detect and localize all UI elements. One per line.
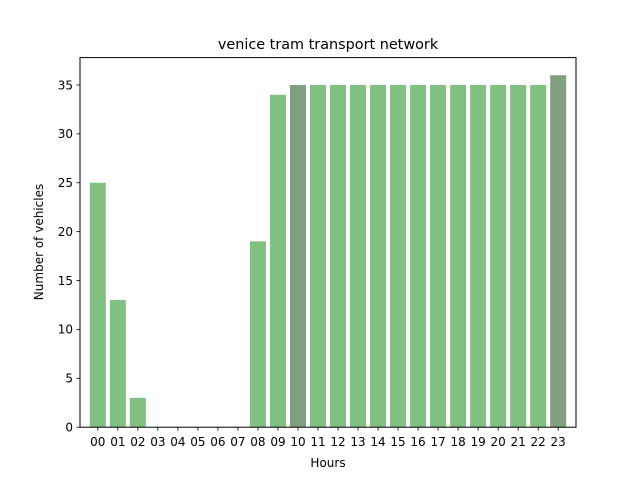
bar-08 [249,241,266,428]
bar-17 [430,84,447,428]
x-tick-label: 00 [90,435,105,449]
bar-21 [510,84,527,428]
bar-01 [109,300,126,428]
bar-20 [490,84,507,428]
y-tick-label: 20 [58,225,73,239]
x-tick-label: 21 [511,435,526,449]
plot-frame [79,57,577,428]
y-tick-label: 0 [65,421,73,435]
bar-15 [390,84,407,428]
x-tick-label: 13 [350,435,365,449]
y-axis: 0 5 10 15 20 25 30 35 [58,78,80,435]
x-tick-label: 05 [190,435,205,449]
bar-19 [470,84,487,428]
x-tick-label: 06 [210,435,225,449]
x-tick-label: 01 [110,435,125,449]
x-tick-label: 04 [170,435,185,449]
bar-02 [129,397,146,428]
bar-12 [330,84,347,428]
x-tick-label: 16 [410,435,425,449]
bar-13 [350,84,367,428]
bar-09 [269,94,286,428]
y-tick-label: 30 [58,127,73,141]
bar-23 [550,75,567,428]
x-tick-label: 22 [531,435,546,449]
x-tick-label: 10 [290,435,305,449]
bar-10 [289,84,306,428]
bars-group [89,75,567,428]
x-tick-label: 08 [250,435,265,449]
y-tick-label: 25 [58,176,73,190]
x-tick-label: 23 [551,435,566,449]
x-tick-label: 09 [270,435,285,449]
x-tick-label: 02 [130,435,145,449]
x-tick-label: 11 [310,435,325,449]
y-tick-label: 35 [58,78,73,92]
x-tick-label: 07 [230,435,245,449]
y-tick-label: 15 [58,274,73,288]
y-tick-label: 10 [58,323,73,337]
y-tick-label: 5 [65,372,73,386]
bar-22 [530,84,547,428]
bar-00 [89,182,106,428]
x-tick-label: 12 [330,435,345,449]
x-tick-label: 15 [390,435,405,449]
x-tick-label: 14 [370,435,385,449]
bar-11 [309,84,326,428]
x-tick-label: 20 [490,435,505,449]
chart-title: venice tram transport network [218,37,439,53]
x-tick-label: 03 [150,435,165,449]
y-axis-label: Number of vehicles [32,184,46,300]
x-axis-label: Hours [310,456,345,470]
x-axis: 00 01 02 03 04 05 06 07 08 09 10 11 12 13 14 15 16 17 18 19… [90,427,566,449]
x-tick-label: 18 [450,435,465,449]
bar-18 [450,84,467,428]
bar-14 [370,84,387,428]
bar-16 [410,84,427,428]
x-tick-label: 17 [430,435,445,449]
x-tick-label: 19 [470,435,485,449]
